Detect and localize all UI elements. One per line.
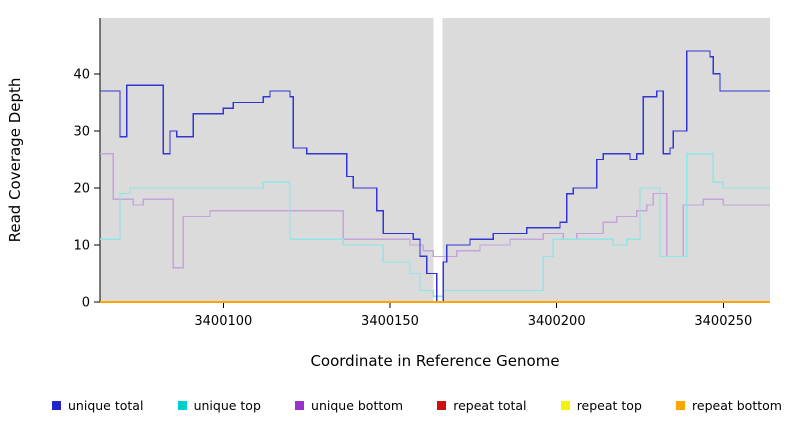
y-tick-label: 0 (82, 296, 90, 311)
y-tick-label: 30 (73, 124, 90, 139)
legend-label: unique bottom (311, 398, 404, 413)
legend-label: repeat total (453, 398, 527, 413)
y-tick-label: 20 (73, 181, 90, 196)
legend-swatch-icon (177, 401, 187, 410)
legend-swatch-icon (52, 401, 61, 410)
legend-item: repeat bottom (676, 398, 782, 413)
legend-item: unique bottom (295, 398, 403, 413)
series-line-unique-bottom (100, 153, 770, 269)
chart-legend: unique total unique top unique bottom repea… (52, 398, 782, 413)
legend-item: repeat total (437, 398, 527, 413)
legend-label: repeat top (576, 398, 642, 413)
coverage-plot: 0 10 20 30 40 3400100 3400150 3400200 3400250 Re… (6, 18, 770, 370)
x-axis-label: Coordinate in Reference Genome (310, 352, 560, 370)
legend-item: unique top (177, 398, 261, 413)
legend-item: repeat top (560, 398, 642, 413)
legend-swatch-icon (295, 401, 305, 410)
legend-swatch-icon (676, 401, 686, 410)
x-tick-label: 3400200 (528, 314, 586, 329)
legend-label: unique total (68, 398, 144, 413)
legend-swatch-icon (437, 401, 447, 410)
x-tick-label: 3400100 (194, 314, 252, 329)
coverage-plot-canvas: 0 10 20 30 40 3400100 3400150 3400200 3400250 (73, 18, 770, 329)
legend-label: unique top (193, 398, 261, 413)
legend-swatch-icon (560, 401, 570, 410)
y-axis-label: Read Coverage Depth (6, 77, 24, 243)
y-tick-label: 10 (73, 239, 90, 254)
legend-item: unique total (52, 398, 143, 413)
y-tick-label: 40 (73, 67, 90, 82)
x-tick-label: 3400250 (694, 314, 752, 329)
coverage-gap-band (433, 18, 443, 302)
x-tick-label: 3400150 (361, 314, 419, 329)
legend-label: repeat bottom (692, 398, 782, 413)
